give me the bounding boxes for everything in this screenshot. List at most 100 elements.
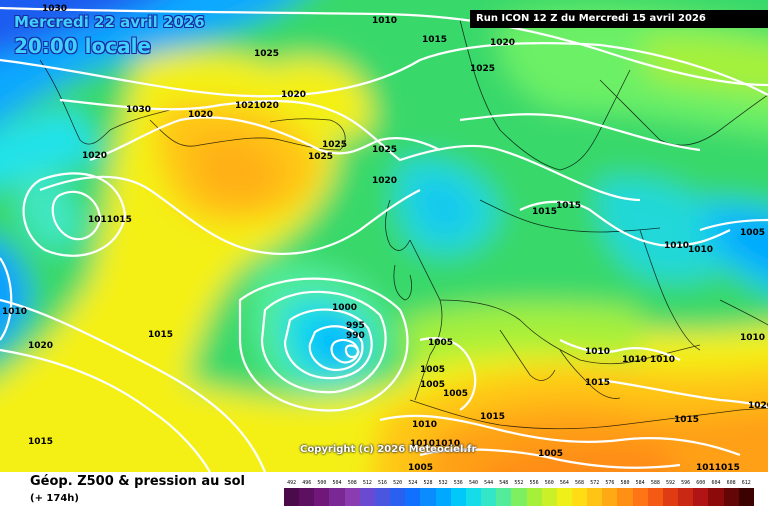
isobar-label: 1020 bbox=[372, 176, 397, 186]
isobar-label: 10101010 bbox=[410, 439, 460, 449]
isobar-label: 1015 bbox=[556, 201, 581, 211]
isobar-label: 1015 bbox=[480, 412, 505, 422]
isobar-label: 1015 bbox=[674, 415, 699, 425]
legend-value: 588 bbox=[650, 480, 660, 486]
legend-swatch bbox=[617, 488, 633, 506]
isobar-label: 1020 bbox=[188, 110, 213, 120]
legend-value: 496 bbox=[302, 480, 312, 486]
isobar-label: 990 bbox=[346, 331, 365, 341]
legend-value: 544 bbox=[484, 480, 494, 486]
legend-swatch bbox=[647, 488, 663, 506]
legend-value: 500 bbox=[317, 480, 327, 486]
isobar-label: 1011015 bbox=[88, 215, 132, 225]
legend-swatch bbox=[571, 488, 588, 506]
isobar-label: 1025 bbox=[322, 140, 347, 150]
isobar-labels: 1030 1010 1015 1020 1025 1025 1020 1030 … bbox=[2, 4, 768, 472]
legend-swatch bbox=[344, 488, 360, 506]
isobar-label: 1025 bbox=[308, 152, 333, 162]
footer: Géop. Z500 & pression au sol (+ 174h) 49… bbox=[0, 472, 768, 512]
legend-swatch bbox=[496, 488, 512, 506]
isobar-label: 1011015 bbox=[696, 463, 740, 472]
isobar-label: 1015 bbox=[422, 35, 447, 45]
isobar-label: 1005 bbox=[443, 389, 468, 399]
legend-value: 572 bbox=[590, 480, 600, 486]
legend-swatch bbox=[556, 488, 572, 506]
legend-swatch bbox=[420, 488, 436, 506]
isobar-label: 1005 bbox=[740, 228, 765, 238]
weather-map-canvas: 1030 1010 1015 1020 1025 1025 1020 1030 … bbox=[0, 0, 768, 472]
legend-value: 524 bbox=[408, 480, 418, 486]
legend-value: 604 bbox=[711, 480, 721, 486]
valid-time: 20:00 locale bbox=[14, 34, 151, 58]
weather-map: 1030 1010 1015 1020 1025 1025 1020 1030 … bbox=[0, 0, 768, 472]
legend-value: 492 bbox=[287, 480, 297, 486]
isobar-label: 1010 bbox=[622, 355, 647, 365]
legend-value: 540 bbox=[468, 480, 478, 486]
isobar-label: 1020 bbox=[748, 401, 768, 411]
legend-value: 596 bbox=[681, 480, 691, 486]
isobar-label: 1005 bbox=[420, 380, 445, 390]
isobar-label: 1015 bbox=[585, 378, 610, 388]
legend-swatch bbox=[662, 488, 679, 506]
isobar-label: 1015 bbox=[148, 330, 173, 340]
z500-color-legend: 492 496 500 504 508 512 516 520 524 528 532 536 540 5… bbox=[284, 480, 754, 506]
legend-value: 584 bbox=[635, 480, 645, 486]
legend-swatch bbox=[632, 488, 648, 506]
isobar-label: 1010 bbox=[412, 420, 437, 430]
legend-swatch bbox=[314, 488, 330, 506]
legend-value-labels: 492 496 500 504 508 512 516 520 524 528 532 536 540 5… bbox=[284, 480, 754, 486]
product-title: Géop. Z500 & pression au sol bbox=[30, 474, 245, 489]
isobar-label: 1010 bbox=[372, 16, 397, 26]
isobar-label: 1010 bbox=[664, 241, 689, 251]
copyright-notice: Copyright (c) 2026 Meteociel.fr bbox=[300, 444, 477, 455]
isobar-label: 1010 bbox=[2, 307, 27, 317]
legend-swatch bbox=[329, 488, 345, 506]
legend-swatch bbox=[405, 488, 421, 506]
legend-swatch bbox=[374, 488, 391, 506]
coastlines bbox=[39, 19, 768, 430]
legend-swatch bbox=[587, 488, 603, 506]
isobar-label: 1010 bbox=[585, 347, 610, 357]
isobar-label: 1020 bbox=[82, 151, 107, 161]
legend-swatch bbox=[450, 488, 466, 506]
legend-swatch bbox=[435, 488, 451, 506]
legend-swatch bbox=[602, 488, 618, 506]
isobar-label: 1005 bbox=[420, 365, 445, 375]
isobar-label: 1025 bbox=[372, 145, 397, 155]
legend-value: 508 bbox=[347, 480, 357, 486]
legend-value: 560 bbox=[544, 480, 554, 486]
isobar-label: 1010 bbox=[650, 355, 675, 365]
isobar-label: 1025 bbox=[470, 64, 495, 74]
legend-swatch bbox=[481, 488, 497, 506]
legend-swatch bbox=[526, 488, 542, 506]
legend-value: 552 bbox=[514, 480, 524, 486]
legend-value: 520 bbox=[393, 480, 403, 486]
legend-value: 568 bbox=[575, 480, 585, 486]
isobar-label: 1020 bbox=[490, 38, 515, 48]
legend-value: 608 bbox=[726, 480, 736, 486]
isobar-label: 1020 bbox=[281, 90, 306, 100]
legend-swatch bbox=[390, 488, 406, 506]
legend-value: 512 bbox=[362, 480, 372, 486]
legend-value: 504 bbox=[332, 480, 342, 486]
legend-value: 516 bbox=[378, 480, 388, 486]
legend-value: 612 bbox=[741, 480, 751, 486]
legend-swatch bbox=[541, 488, 557, 506]
isobar-label: 1010 bbox=[688, 245, 713, 255]
isobar-label: 1030 bbox=[126, 105, 151, 115]
isobar-label: 1030 bbox=[42, 4, 67, 14]
isobar-label: 1025 bbox=[254, 49, 279, 59]
isobar-label: 1005 bbox=[428, 338, 453, 348]
isobar-label: 1015 bbox=[28, 437, 53, 447]
legend-swatch bbox=[359, 488, 375, 506]
legend-swatch bbox=[678, 488, 694, 506]
legend-value: 600 bbox=[696, 480, 706, 486]
isobar-label: 1020 bbox=[28, 341, 53, 351]
legend-value: 548 bbox=[499, 480, 509, 486]
forecast-lead-time: (+ 174h) bbox=[30, 493, 79, 504]
isobar-label: 1005 bbox=[538, 449, 563, 459]
legend-value: 532 bbox=[438, 480, 448, 486]
legend-swatch bbox=[465, 488, 482, 506]
legend-color-bar bbox=[284, 488, 754, 506]
legend-value: 580 bbox=[620, 480, 630, 486]
